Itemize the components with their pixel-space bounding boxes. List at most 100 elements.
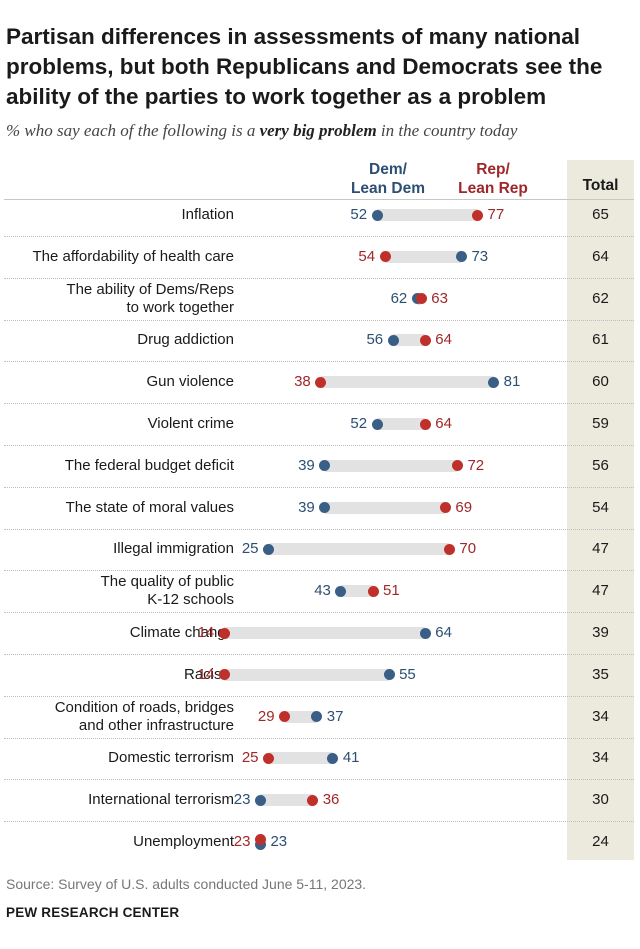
dem-dot [254, 794, 266, 806]
dem-dot [371, 418, 383, 430]
dem-dot [311, 711, 323, 723]
row-label: The quality of public K-12 schools [101, 573, 234, 609]
dem-column-header: Dem/Lean Dem [350, 161, 426, 197]
row-label-line: The federal budget deficit [64, 456, 234, 474]
dem-value: 39 [298, 456, 315, 474]
row-separator [4, 737, 634, 740]
gap-bar [284, 710, 317, 723]
row-label-line: K-12 schools [147, 591, 234, 609]
total-value: 34 [592, 707, 609, 725]
subtitle-emphasis: very big problem [259, 121, 377, 140]
dem-dot [319, 460, 331, 472]
rep-dot [443, 543, 455, 555]
dem-dot [263, 543, 274, 555]
row-label-line: Drug addiction [137, 331, 234, 349]
row-label-line: Domestic terrorism [108, 749, 234, 767]
gap-bar [268, 543, 450, 556]
total-value: 39 [592, 624, 609, 641]
dem-dot [335, 585, 347, 597]
row-label-line: The ability of Dems/Reps [66, 280, 234, 298]
row-separator [4, 821, 634, 823]
row-label-line: Inflation [181, 206, 234, 223]
rep-dot [439, 502, 451, 514]
rep-value: 29 [257, 707, 275, 725]
row-label-line: Condition of roads, bridges [54, 698, 234, 716]
total-value: 62 [592, 289, 609, 307]
gap-bar [224, 668, 390, 681]
row-label-line: and other infrastructure [78, 716, 234, 734]
rep-dot [315, 376, 327, 388]
row-label: The state of moral values [66, 499, 234, 517]
dem-dot [419, 627, 431, 639]
rep-dot [451, 460, 463, 472]
row-label-line: International terrorism [88, 791, 234, 809]
rep-value: 64 [435, 415, 452, 432]
gap-bar [324, 459, 458, 472]
rep-dot [263, 752, 274, 764]
dem-value: 43 [314, 582, 331, 600]
row-label: Domestic terrorism [108, 749, 234, 767]
rep-value: 64 [435, 331, 452, 349]
dem-value: 52 [350, 415, 368, 432]
header-rule [4, 199, 634, 200]
gap-bar [393, 334, 426, 347]
row-label-line: The affordability of health care [32, 247, 234, 265]
row-separator [4, 235, 634, 238]
total-value: 30 [592, 791, 609, 809]
chart-title: Partisan differences in assessments of m… [6, 24, 603, 109]
row-label-line: Illegal immigration [113, 540, 234, 558]
dem-value: 25 [241, 540, 259, 558]
rep-value: 23 [233, 833, 251, 850]
total-value: 56 [592, 456, 609, 474]
total-value: 65 [592, 206, 609, 223]
rep-value: 63 [431, 289, 448, 307]
total-value: 24 [592, 833, 609, 850]
rep-dot [419, 418, 431, 430]
dem-value: 62 [390, 289, 408, 307]
total-value: 35 [592, 665, 609, 683]
dem-value: 56 [366, 331, 384, 349]
gap-bar [268, 752, 333, 765]
rep-value: 51 [383, 582, 400, 600]
gap-bar [377, 209, 478, 221]
rep-dot [218, 627, 230, 639]
row-separator [4, 695, 634, 698]
gap-bar [324, 501, 446, 514]
row-label-line: to work together [126, 298, 234, 316]
row-separator [4, 570, 634, 572]
rep-dot [379, 251, 391, 263]
row-separator [4, 319, 634, 322]
total-value: 34 [592, 749, 609, 767]
rep-value: 25 [241, 749, 259, 767]
rep-value: 38 [294, 373, 311, 391]
row-separator [4, 779, 634, 781]
dem-value: 81 [503, 373, 521, 391]
brand-logo-text: PEW RESEARCH CENTER [6, 905, 180, 920]
rep-column-header: Rep/Lean Rep [458, 161, 528, 197]
row-label-line: Unemployment [133, 833, 234, 850]
row-label: International terrorism [88, 791, 234, 809]
gap-bar [385, 250, 462, 263]
total-value: 61 [592, 331, 609, 349]
row-label: Condition of roads, bridges and other inf… [55, 699, 234, 735]
row-label: The affordability of health care [32, 248, 234, 266]
rep-value: 69 [455, 498, 473, 516]
row-label: Illegal immigration [113, 540, 234, 558]
row-label: Gun violence [146, 373, 234, 391]
rep-value: 77 [487, 206, 505, 223]
dem-value: 64 [435, 624, 452, 641]
row-separator [4, 361, 634, 363]
rep-dot [415, 293, 427, 305]
row-label: Inflation [181, 206, 234, 224]
row-label: The federal budget deficit [65, 457, 234, 475]
gap-bar [260, 794, 313, 807]
rep-value: 14 [197, 665, 215, 683]
dem-dot [387, 334, 399, 346]
row-separator [4, 486, 634, 489]
total-value: 64 [592, 247, 609, 265]
dem-value: 37 [326, 707, 344, 725]
rep-dot [254, 833, 266, 845]
rep-dot [279, 711, 291, 723]
row-label-line: The state of moral values [65, 498, 234, 516]
dem-value: 41 [342, 749, 360, 767]
